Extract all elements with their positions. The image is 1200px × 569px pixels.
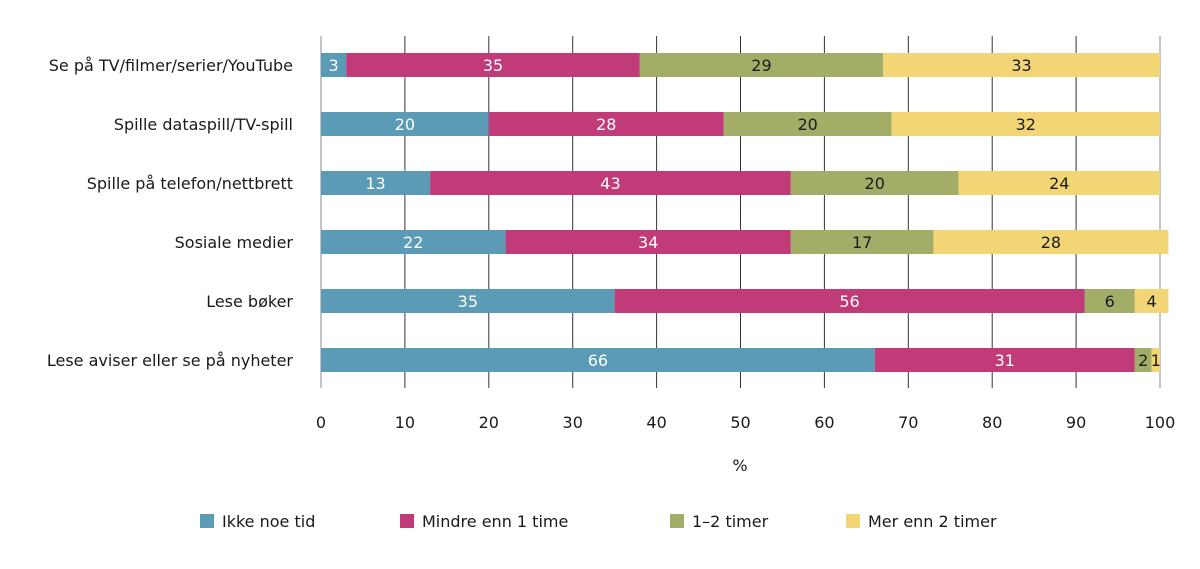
bar-segment [321,230,506,254]
legend-label: Mindre enn 1 time [422,512,568,531]
data-label: 20 [395,115,415,134]
legend-swatch [200,514,214,528]
bar-segment [1134,289,1169,313]
data-label: 35 [483,56,503,75]
legend-swatch [670,514,684,528]
bar-segment [1151,348,1160,372]
data-label: 32 [1016,115,1036,134]
x-tick-label: 80 [982,413,1002,432]
data-label: 20 [797,115,817,134]
x-tick-label: 10 [395,413,415,432]
bar-segment [321,171,431,195]
category-label: Spille på telefon/nettbrett [87,174,293,193]
x-tick-label: 40 [646,413,666,432]
data-label: 28 [596,115,616,134]
bar-segment [883,53,1160,77]
data-label: 43 [600,174,620,193]
category-label: Lese bøker [206,292,293,311]
category-label: Se på TV/filmer/serier/YouTube [49,56,293,75]
bar-segment [488,112,724,136]
x-axis-label: % [732,456,747,475]
bar-segment [505,230,791,254]
x-tick-label: 0 [316,413,326,432]
bar-segment [346,53,640,77]
bar-segment [874,348,1135,372]
data-label: 22 [403,233,423,252]
bar-segment [321,348,875,372]
data-label: 29 [751,56,771,75]
x-tick-label: 90 [1066,413,1086,432]
x-tick-label: 50 [730,413,750,432]
x-tick-label: 30 [563,413,583,432]
bar-segment [933,230,1169,254]
legend-swatch [846,514,860,528]
bar-segment [958,171,1160,195]
x-tick-label: 20 [479,413,499,432]
legend-label: 1–2 timer [692,512,769,531]
x-tick-label: 70 [898,413,918,432]
bar-segment [321,289,615,313]
bar-segment [891,112,1160,136]
x-tick-label: 60 [814,413,834,432]
data-label: 3 [328,56,338,75]
bar-segment [790,171,959,195]
data-label: 34 [638,233,658,252]
data-label: 20 [865,174,885,193]
bar-segment [790,230,934,254]
legend-label: Mer enn 2 timer [868,512,997,531]
bar-segment [321,112,489,136]
bar-segment [321,53,347,77]
category-label: Sosiale medier [175,233,294,252]
data-label: 2 [1138,351,1148,370]
bar-segment [1134,348,1152,372]
bar-segment [614,289,1085,313]
data-label: 24 [1049,174,1069,193]
data-label: 6 [1105,292,1115,311]
data-label: 28 [1041,233,1061,252]
data-label: 31 [995,351,1015,370]
data-label: 13 [365,174,385,193]
bar-segment [430,171,791,195]
data-label: 33 [1011,56,1031,75]
data-label: 66 [588,351,608,370]
data-label: 17 [852,233,872,252]
data-label: 56 [839,292,859,311]
bar-segment [723,112,892,136]
category-label: Lese aviser eller se på nyheter [47,351,294,370]
x-tick-label: 100 [1145,413,1176,432]
data-label: 4 [1147,292,1157,311]
data-label: 35 [458,292,478,311]
legend-swatch [400,514,414,528]
data-label: 1 [1151,351,1161,370]
category-label: Spille dataspill/TV-spill [114,115,293,134]
bar-segment [1084,289,1135,313]
bar-segment [639,53,884,77]
legend-label: Ikke noe tid [222,512,315,531]
